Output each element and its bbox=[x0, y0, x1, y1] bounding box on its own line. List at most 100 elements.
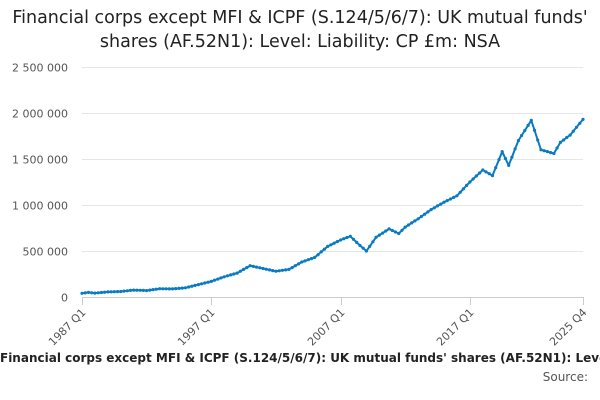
data-point[interactable] bbox=[558, 140, 563, 144]
data-point[interactable] bbox=[183, 286, 187, 290]
data-point[interactable] bbox=[225, 274, 230, 278]
data-point[interactable] bbox=[345, 235, 349, 240]
data-point[interactable] bbox=[355, 240, 359, 244]
data-point[interactable] bbox=[284, 268, 288, 272]
data-point[interactable] bbox=[219, 276, 223, 280]
data-point[interactable] bbox=[465, 183, 469, 187]
data-point[interactable] bbox=[245, 266, 249, 270]
data-point[interactable] bbox=[174, 287, 178, 291]
data-point[interactable] bbox=[581, 117, 585, 121]
data-point[interactable] bbox=[552, 151, 556, 156]
data-point[interactable] bbox=[381, 231, 385, 235]
data-point[interactable] bbox=[128, 288, 133, 292]
data-point[interactable] bbox=[119, 289, 123, 294]
data-point[interactable] bbox=[510, 155, 514, 159]
data-point[interactable] bbox=[568, 133, 572, 137]
data-point[interactable] bbox=[562, 138, 566, 142]
data-point[interactable] bbox=[565, 135, 569, 140]
data-point[interactable] bbox=[103, 290, 107, 294]
data-point[interactable] bbox=[445, 199, 449, 203]
data-point[interactable] bbox=[474, 174, 478, 178]
data-point[interactable] bbox=[371, 240, 375, 244]
data-point[interactable] bbox=[520, 133, 524, 138]
data-point[interactable] bbox=[494, 166, 498, 170]
data-point[interactable] bbox=[555, 146, 559, 150]
data-point[interactable] bbox=[190, 284, 194, 288]
data-point[interactable] bbox=[361, 246, 365, 250]
data-point[interactable] bbox=[93, 291, 97, 295]
data-point[interactable] bbox=[500, 150, 504, 154]
data-point[interactable] bbox=[242, 267, 246, 271]
data-point[interactable] bbox=[481, 168, 485, 172]
data-point[interactable] bbox=[313, 255, 317, 259]
data-point[interactable] bbox=[125, 289, 129, 293]
data-point[interactable] bbox=[497, 158, 501, 162]
data-point[interactable] bbox=[138, 288, 142, 292]
data-point[interactable] bbox=[196, 283, 200, 287]
data-point[interactable] bbox=[410, 221, 414, 225]
data-point[interactable] bbox=[413, 219, 417, 223]
data-point[interactable] bbox=[145, 289, 149, 293]
data-point[interactable] bbox=[478, 171, 482, 175]
data-point[interactable] bbox=[280, 268, 284, 272]
data-point[interactable] bbox=[390, 228, 394, 233]
data-point[interactable] bbox=[122, 289, 126, 293]
data-point[interactable] bbox=[316, 253, 320, 257]
data-point[interactable] bbox=[261, 266, 265, 271]
data-point[interactable] bbox=[206, 280, 210, 284]
data-point[interactable] bbox=[348, 234, 352, 238]
data-point[interactable] bbox=[293, 264, 297, 268]
data-point[interactable] bbox=[254, 265, 259, 269]
data-point[interactable] bbox=[532, 128, 537, 132]
data-point[interactable] bbox=[148, 288, 152, 292]
data-point[interactable] bbox=[351, 237, 356, 241]
data-point[interactable] bbox=[80, 291, 84, 295]
data-point[interactable] bbox=[536, 138, 540, 142]
data-point[interactable] bbox=[490, 174, 495, 178]
data-point[interactable] bbox=[187, 285, 191, 289]
data-point[interactable] bbox=[251, 264, 255, 268]
data-point[interactable] bbox=[448, 197, 453, 201]
data-point[interactable] bbox=[180, 286, 184, 290]
data-point[interactable] bbox=[322, 247, 326, 251]
data-point[interactable] bbox=[193, 283, 197, 287]
data-point[interactable] bbox=[248, 264, 252, 268]
data-point[interactable] bbox=[503, 156, 507, 161]
data-point[interactable] bbox=[377, 233, 381, 237]
data-point[interactable] bbox=[442, 200, 446, 204]
data-point[interactable] bbox=[549, 151, 553, 155]
data-point[interactable] bbox=[513, 147, 517, 151]
data-point[interactable] bbox=[419, 214, 423, 219]
data-point[interactable] bbox=[170, 287, 175, 291]
data-point[interactable] bbox=[151, 288, 155, 292]
data-point[interactable] bbox=[99, 290, 103, 295]
data-point[interactable] bbox=[423, 212, 427, 216]
data-point[interactable] bbox=[154, 287, 158, 291]
data-point[interactable] bbox=[277, 269, 281, 273]
data-point[interactable] bbox=[387, 227, 391, 231]
data-point[interactable] bbox=[161, 287, 165, 291]
data-point[interactable] bbox=[461, 187, 465, 191]
data-point[interactable] bbox=[309, 257, 314, 261]
data-point[interactable] bbox=[545, 150, 550, 154]
data-point[interactable] bbox=[164, 287, 168, 291]
data-point[interactable] bbox=[203, 281, 207, 285]
data-point[interactable] bbox=[400, 228, 404, 232]
data-point[interactable] bbox=[303, 259, 307, 263]
data-point[interactable] bbox=[406, 223, 411, 227]
data-point[interactable] bbox=[264, 267, 268, 271]
data-point[interactable] bbox=[455, 194, 459, 198]
data-point[interactable] bbox=[358, 243, 362, 248]
data-point[interactable] bbox=[212, 278, 217, 282]
data-point[interactable] bbox=[229, 273, 233, 277]
data-point[interactable] bbox=[468, 180, 472, 184]
data-point[interactable] bbox=[332, 241, 336, 245]
data-point[interactable] bbox=[432, 206, 436, 210]
data-point[interactable] bbox=[297, 262, 301, 266]
data-point[interactable] bbox=[471, 177, 475, 181]
data-point[interactable] bbox=[484, 170, 488, 174]
data-point[interactable] bbox=[232, 272, 236, 276]
data-point[interactable] bbox=[393, 230, 398, 234]
data-point[interactable] bbox=[106, 290, 110, 294]
data-point[interactable] bbox=[177, 286, 181, 290]
